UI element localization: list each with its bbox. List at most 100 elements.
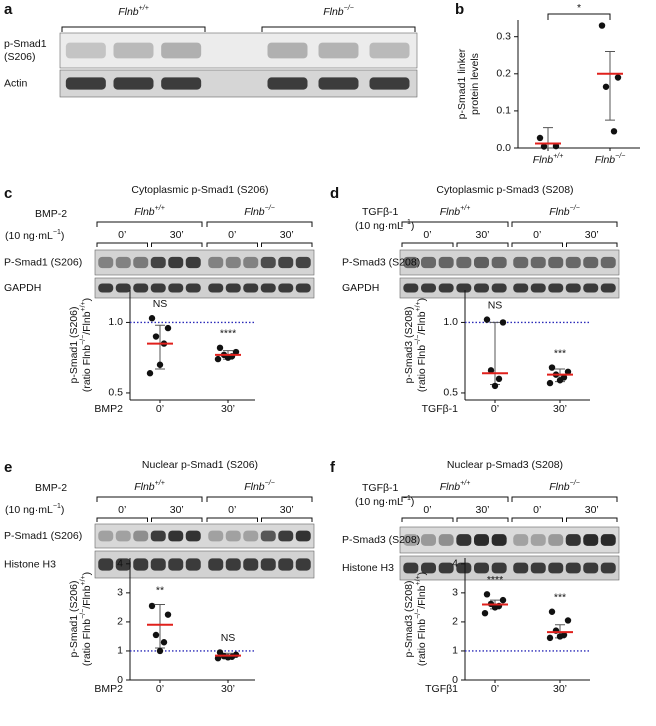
y-axis-label: (ratio Flnb−/−/Flnb+/+) [80, 298, 92, 392]
blot-band [168, 283, 184, 293]
blot-band [98, 530, 114, 542]
text-part: Flnb [244, 206, 265, 218]
bracket [206, 221, 313, 227]
blot-band [491, 283, 507, 293]
data-point [491, 604, 499, 611]
bracket [151, 242, 203, 247]
data-point [164, 611, 172, 618]
panel-title: Nuclear p-Smad3 (S208) [447, 459, 563, 471]
text-part: /Flnb [81, 311, 93, 335]
treatment-label: (10 ng·mL−1) [5, 229, 64, 241]
text-part: /Flnb [416, 311, 428, 335]
x-tick-label: 0’ [491, 403, 499, 415]
y-tick-label: 2 [452, 616, 458, 628]
blot-band [260, 256, 276, 269]
data-point [164, 324, 172, 332]
blot-band [600, 283, 616, 293]
blot-band [583, 256, 599, 269]
y-axis-label: p-Smad1 (S206) [68, 580, 80, 657]
text-part: ) [411, 220, 415, 232]
blot-band [225, 283, 241, 293]
superscript: −/− [415, 335, 422, 345]
y-tick-label: 4 [117, 558, 123, 570]
blot-band [474, 562, 489, 574]
bracket [511, 242, 563, 247]
y-tick-label: 0 [452, 674, 458, 686]
superscript: +/+ [553, 153, 563, 160]
genotype-label: Flnb−/− [244, 480, 275, 492]
treatment-label: (10 ng·mL−1) [355, 219, 414, 231]
row-label: Actin [4, 77, 28, 89]
y-axis-label: p-Smad1 linker [456, 48, 468, 119]
data-point [564, 617, 572, 624]
blot-band [185, 283, 201, 293]
blot-band [548, 283, 564, 293]
text-part: ) [416, 572, 428, 576]
superscript: +/+ [139, 5, 149, 12]
x-prefix-label: BMP2 [94, 683, 123, 695]
treatment-label: TGFβ-1 [362, 482, 399, 494]
blot-band [403, 534, 419, 546]
significance-label: *** [554, 347, 566, 359]
blot-band [150, 558, 166, 571]
text-part: ) [61, 504, 65, 516]
panel-letter: e [4, 459, 12, 476]
x-prefix-label: TGFβ1 [425, 683, 458, 695]
bracket [566, 242, 618, 247]
blot-band [295, 283, 311, 293]
y-tick-label: 0 [117, 674, 123, 686]
data-point [548, 364, 556, 371]
blot-band [438, 562, 454, 574]
blot-band [295, 530, 311, 542]
blot-band [403, 283, 419, 293]
data-point [214, 355, 222, 363]
blot-band [113, 77, 154, 90]
bracket [96, 221, 203, 227]
text-part: (ratio Flnb [416, 345, 428, 392]
blot-band [548, 534, 564, 546]
blot-band [513, 534, 529, 546]
blot-band [150, 530, 166, 542]
bracket [96, 496, 203, 502]
genotype-label: Flnb+/+ [134, 480, 165, 492]
panel-letter: a [4, 1, 13, 18]
blot-band [260, 558, 276, 571]
blot-band [225, 256, 241, 269]
data-point [614, 74, 622, 81]
blot-background [94, 550, 315, 579]
treatment-label: BMP-2 [35, 208, 67, 220]
time-label: 0’ [533, 229, 541, 241]
superscript: −1 [53, 503, 61, 510]
data-point [232, 348, 240, 356]
row-label: P-Smad3 (S208) [342, 256, 420, 268]
bracket [261, 242, 313, 247]
data-point [216, 649, 224, 656]
x-tick-label: 30’ [221, 403, 235, 415]
superscript: +/+ [460, 205, 470, 212]
data-point [483, 591, 491, 598]
bracket [401, 221, 509, 227]
blot-band [421, 534, 436, 546]
time-label: 30’ [170, 229, 184, 241]
superscript: −/− [80, 609, 87, 619]
blot-band [474, 256, 489, 269]
text-part: protein levels [469, 53, 481, 115]
genotype-label: Flnb−/− [244, 205, 275, 217]
x-tick-label: 0’ [156, 403, 164, 415]
row-label: Histone H3 [342, 562, 394, 574]
x-tick-label: Flnb+/+ [533, 153, 564, 165]
bracket [456, 517, 509, 522]
x-tick-label: 30’ [553, 683, 567, 695]
text-part: (10 ng·mL [355, 496, 403, 508]
significance-label: NS [153, 298, 168, 310]
y-tick-label: 4 [452, 558, 458, 570]
blot-band [208, 558, 224, 571]
blot-background [59, 32, 418, 69]
text-part: (10 ng·mL [5, 230, 53, 242]
row-label: P-Smad1 (S206) [4, 530, 82, 542]
data-point [602, 83, 610, 90]
data-point [481, 609, 489, 617]
time-label: 0’ [423, 229, 431, 241]
blot-band [530, 256, 546, 269]
text-part: Flnb [549, 206, 570, 218]
